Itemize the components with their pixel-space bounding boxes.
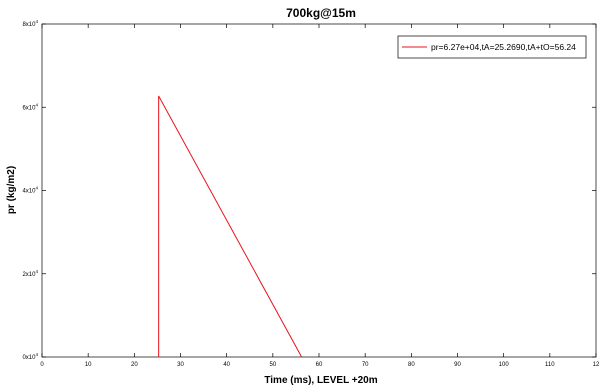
x-tick-label: 90 (454, 362, 461, 368)
x-tick-label: 110 (545, 362, 555, 368)
y-tick-label: 8x104 (22, 19, 38, 28)
y-tick-exponent: 4 (35, 352, 38, 357)
x-tick-label: 20 (131, 362, 138, 368)
x-tick-label: 30 (177, 362, 184, 368)
x-tick-label: 10 (85, 362, 92, 368)
x-tick-label: 12 (593, 362, 600, 368)
y-axis-label: pr (kg/m2) (6, 166, 17, 214)
y-tick-exponent: 4 (35, 102, 38, 107)
series-layer (158, 95, 303, 358)
series-line (158, 95, 303, 358)
x-tick-label: 50 (269, 362, 276, 368)
y-tick-mantissa: 8x10 (22, 22, 36, 28)
y-tick-mantissa: 2x10 (22, 272, 36, 278)
y-tick-label: 2x104 (22, 269, 38, 278)
chart-title: 700kg@15m (286, 6, 356, 20)
y-tick-label: 0x104 (22, 352, 38, 361)
legend-entry: pr=6.27e+04,tA=25.2690,tA+tO=56.24 (431, 42, 576, 52)
legend-box (397, 35, 587, 59)
x-tick-label: 70 (362, 362, 369, 368)
y-tick-label: 6x104 (22, 102, 38, 111)
x-tick-label: 80 (408, 362, 415, 368)
legend: pr=6.27e+04,tA=25.2690,tA+tO=56.24 (397, 35, 587, 59)
x-axis-ticks: 0 10 20 30 40 50 60 70 80 90 100 110 12 (40, 24, 600, 368)
y-tick-label: 4x104 (22, 186, 38, 195)
y-tick-mantissa: 6x10 (22, 105, 36, 111)
y-tick-mantissa: 4x10 (22, 189, 36, 195)
x-tick-label: 60 (316, 362, 323, 368)
y-tick-exponent: 4 (35, 19, 38, 24)
plot-area (41, 23, 597, 358)
y-tick-mantissa: 0x10 (22, 355, 36, 361)
y-tick-exponent: 4 (35, 269, 38, 274)
x-tick-label: 40 (223, 362, 230, 368)
x-tick-label: 0 (40, 362, 44, 368)
y-tick-exponent: 4 (35, 186, 38, 191)
x-tick-label: 100 (499, 362, 510, 368)
x-axis-label: Time (ms), LEVEL +20m (264, 375, 377, 386)
